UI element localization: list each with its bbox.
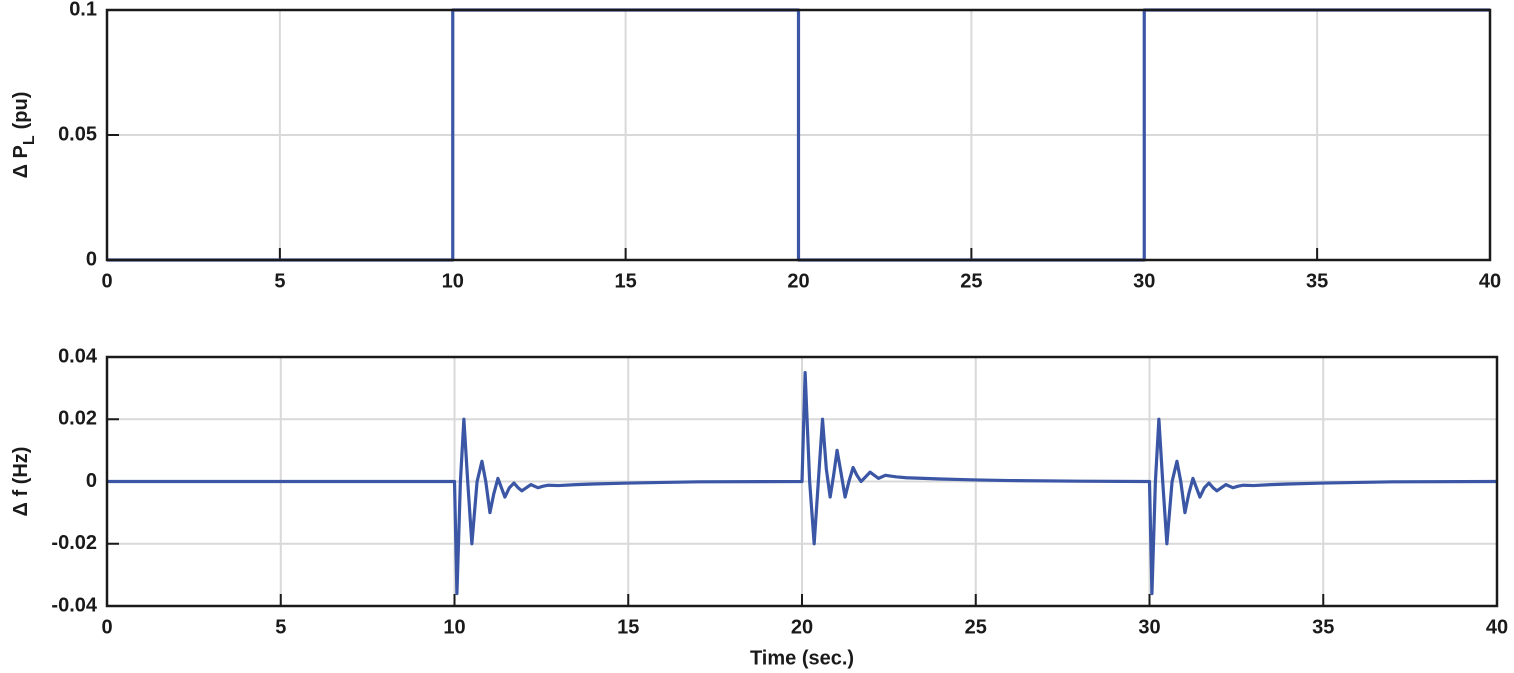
y-tick-label: 0.04 [58, 345, 98, 367]
x-tick-label: 5 [274, 270, 285, 292]
x-tick-label: 35 [1312, 616, 1334, 638]
plot-frame [105, 8, 1492, 262]
y-axis-label: Δ f (Hz) [10, 447, 32, 517]
y-label-subscript: L [21, 135, 38, 145]
y-label-text: Δ f (Hz) [10, 447, 32, 517]
y-label-text: Δ P [10, 145, 32, 178]
x-tick-label: 40 [1486, 616, 1508, 638]
y-label-unit: (pu) [10, 92, 32, 130]
x-tick-label: 35 [1306, 270, 1328, 292]
plot-frame [105, 355, 1499, 608]
x-axis-label: Time (sec.) [750, 647, 854, 669]
y-tick-label: 0.1 [69, 0, 97, 20]
x-tick-label: 10 [442, 270, 464, 292]
data-line [107, 370, 1498, 596]
x-tick-label: 0 [101, 270, 112, 292]
x-tick-label: 25 [965, 616, 987, 638]
y-tick-label: 0 [86, 248, 97, 270]
y-tick-label: -0.04 [51, 594, 97, 616]
y-tick-label: 0.05 [58, 123, 97, 145]
x-tick-label: 10 [443, 616, 465, 638]
x-tick-label: 30 [1138, 616, 1160, 638]
x-tick-label: 40 [1479, 270, 1501, 292]
y-axis-label: Δ PL (pu) [10, 92, 38, 179]
x-tick-label: 30 [1133, 270, 1155, 292]
x-tick-label: 5 [275, 616, 286, 638]
data-line [107, 8, 1490, 262]
x-tick-label: 25 [960, 270, 982, 292]
x-tick-label: 20 [787, 270, 809, 292]
y-tick-label: -0.02 [51, 532, 97, 554]
x-tick-label: 15 [617, 616, 639, 638]
x-tick-label: 15 [615, 270, 637, 292]
y-tick-label: 0 [86, 470, 97, 492]
x-tick-label: 20 [791, 616, 813, 638]
y-tick-label: 0.02 [58, 408, 97, 430]
x-tick-label: 0 [101, 616, 112, 638]
